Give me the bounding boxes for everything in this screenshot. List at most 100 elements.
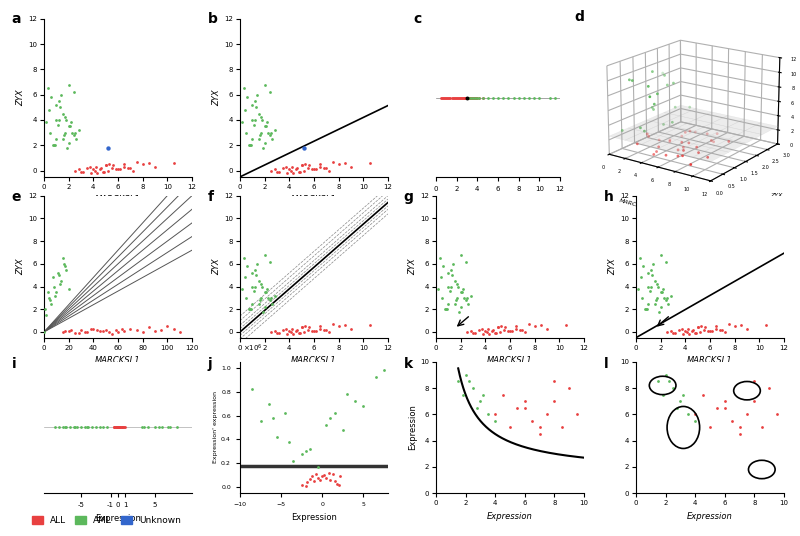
Point	[314, 322, 326, 331]
Point	[247, 287, 260, 295]
Point	[748, 377, 761, 386]
Point	[307, 165, 320, 174]
Point	[174, 327, 186, 336]
Point	[102, 166, 114, 175]
Point	[72, 165, 85, 174]
Point	[461, 294, 474, 302]
Point	[648, 299, 661, 308]
Point	[652, 282, 665, 291]
Point	[320, 325, 333, 334]
Point	[528, 93, 541, 102]
Point	[632, 285, 645, 293]
Point	[101, 423, 114, 432]
Point	[710, 324, 722, 333]
Point	[63, 423, 76, 432]
Point	[113, 423, 126, 432]
Point	[314, 162, 326, 171]
Point	[437, 262, 450, 270]
Point	[248, 96, 261, 105]
Point	[259, 122, 272, 131]
Point	[56, 327, 69, 336]
Point	[55, 91, 68, 99]
Point	[46, 141, 59, 150]
Point	[526, 416, 538, 425]
Point	[698, 325, 710, 334]
Point	[301, 478, 314, 487]
Point	[480, 327, 493, 336]
Point	[298, 144, 310, 152]
Point	[466, 384, 479, 392]
Point	[110, 423, 123, 432]
Point	[689, 329, 702, 338]
Point	[518, 327, 531, 336]
Point	[674, 397, 686, 405]
Point	[680, 327, 693, 336]
Point	[349, 397, 362, 405]
X-axis label: Expression: Expression	[487, 512, 533, 520]
Point	[689, 410, 702, 419]
Point	[469, 93, 482, 102]
Point	[741, 410, 754, 419]
Point	[44, 296, 57, 304]
Point	[677, 330, 690, 339]
Point	[118, 162, 130, 171]
Point	[522, 93, 535, 102]
Point	[58, 131, 70, 139]
Point	[439, 305, 452, 314]
Point	[458, 294, 470, 302]
Point	[698, 323, 711, 332]
Point	[270, 433, 283, 441]
Point	[69, 423, 82, 432]
Point	[451, 93, 464, 102]
Point	[46, 273, 59, 282]
Point	[434, 273, 447, 282]
Text: f: f	[207, 190, 214, 204]
Point	[268, 326, 281, 335]
Point	[639, 305, 652, 314]
Point	[759, 321, 772, 330]
Point	[459, 93, 472, 102]
Point	[265, 294, 278, 302]
Point	[636, 294, 649, 302]
Point	[477, 390, 490, 399]
Point	[246, 135, 258, 143]
Y-axis label: ZYX: ZYX	[608, 258, 618, 275]
Point	[270, 168, 283, 176]
Point	[459, 93, 472, 102]
X-axis label: Expression: Expression	[95, 513, 141, 523]
Point	[653, 307, 666, 316]
Point	[119, 423, 132, 432]
Point	[726, 416, 738, 425]
Point	[476, 93, 489, 102]
Point	[518, 404, 531, 412]
Text: j: j	[207, 356, 212, 370]
Point	[53, 423, 65, 432]
Point	[659, 257, 672, 266]
Point	[486, 93, 499, 102]
Point	[112, 423, 125, 432]
Point	[458, 93, 470, 102]
Point	[658, 294, 670, 302]
Point	[266, 135, 278, 143]
Point	[370, 373, 382, 382]
Point	[502, 93, 514, 102]
Point	[657, 285, 670, 293]
Point	[107, 423, 120, 432]
Point	[99, 161, 112, 170]
Point	[74, 325, 87, 334]
Point	[679, 326, 692, 335]
Point	[669, 329, 682, 338]
Point	[114, 165, 127, 174]
Point	[111, 423, 124, 432]
Point	[443, 93, 456, 102]
Point	[455, 288, 468, 296]
Point	[696, 390, 709, 399]
Point	[245, 141, 258, 150]
Y-axis label: ZYX: ZYX	[212, 258, 222, 275]
Point	[641, 305, 654, 314]
Point	[497, 93, 510, 102]
Point	[434, 93, 447, 102]
Point	[40, 118, 53, 127]
Point	[326, 320, 339, 329]
Point	[58, 262, 71, 270]
